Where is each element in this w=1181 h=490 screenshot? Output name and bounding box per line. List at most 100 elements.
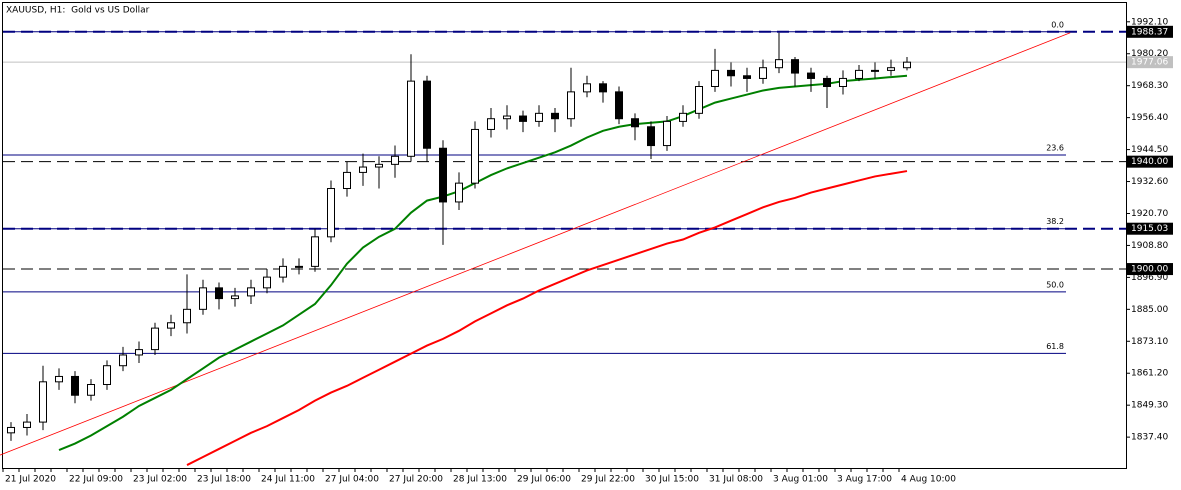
candle-body <box>487 118 495 130</box>
price-tag-label: 1900.00 <box>1131 265 1168 275</box>
candle-body <box>903 61 911 69</box>
candle-body <box>407 80 415 157</box>
fib-label: 61.8 <box>1046 342 1064 351</box>
candle-body <box>887 67 895 71</box>
y-tick-label: 1992.10 <box>1131 17 1168 27</box>
candle-body <box>343 171 351 190</box>
fib-label: 50.0 <box>1046 280 1064 289</box>
candle-body <box>215 287 223 300</box>
x-tick-label: 28 Jul 13:00 <box>453 475 507 485</box>
candle-body <box>871 69 879 72</box>
candle-body <box>359 166 367 173</box>
candle-body <box>39 381 47 423</box>
candle-body <box>791 59 799 74</box>
candle-body <box>263 276 271 289</box>
chart-title: XAUUSD, H1: Gold vs US Dollar <box>6 6 150 16</box>
x-tick-label: 29 Jul 06:00 <box>517 475 571 485</box>
candle-body <box>519 115 527 122</box>
candle-body <box>535 112 543 122</box>
y-tick-label: 1944.50 <box>1131 145 1168 155</box>
candle-body <box>119 354 127 367</box>
fib-label: 23.6 <box>1046 143 1064 152</box>
candle-body <box>327 188 335 238</box>
y-tick-label: 1956.40 <box>1131 113 1168 123</box>
fib-label: 0.0 <box>1051 20 1064 29</box>
candle-body <box>151 327 159 351</box>
x-tick-label: 27 Jul 04:00 <box>325 475 379 485</box>
x-tick-label: 23 Jul 18:00 <box>197 475 251 485</box>
candle-body <box>71 375 79 396</box>
y-tick-label: 1932.60 <box>1131 177 1168 187</box>
candle-body <box>695 85 703 114</box>
candle-body <box>503 115 511 120</box>
candle-body <box>87 384 95 396</box>
candle-body <box>423 80 431 149</box>
y-tick-label: 1908.80 <box>1131 241 1168 251</box>
candle-body <box>55 375 63 383</box>
candle-body <box>311 236 319 267</box>
last-price-tag <box>1127 56 1173 69</box>
candle-body <box>759 67 767 79</box>
candle-body <box>135 349 143 356</box>
candle-body <box>615 91 623 120</box>
candle-body <box>839 77 847 87</box>
candle-body <box>807 72 815 79</box>
x-tick-label: 22 Jul 09:00 <box>69 475 123 485</box>
y-tick-label: 1920.70 <box>1131 209 1168 219</box>
candle-body <box>439 147 447 203</box>
moving-average <box>58 74 908 451</box>
x-tick-label: 23 Jul 02:00 <box>133 475 187 485</box>
candle-body <box>599 83 607 93</box>
price-tag-label: 1988.37 <box>1131 27 1168 37</box>
candle-body <box>247 287 255 297</box>
candle-body <box>455 182 463 203</box>
price-tag <box>1127 25 1173 38</box>
candle-body <box>567 91 575 120</box>
fib-label: 38.2 <box>1046 217 1064 226</box>
x-tick-label: 4 Aug 10:00 <box>901 475 956 485</box>
x-tick-label: 3 Aug 17:00 <box>837 475 892 485</box>
price-tag <box>1127 263 1173 276</box>
x-tick-label: 29 Jul 22:00 <box>581 475 635 485</box>
candle-body <box>167 322 175 329</box>
candle-body <box>103 365 111 386</box>
y-tick-label: 1885.00 <box>1131 305 1168 315</box>
candle-body <box>823 77 831 87</box>
candle-body <box>631 118 639 128</box>
y-tick-label: 1837.40 <box>1131 433 1168 443</box>
candle-body <box>679 112 687 122</box>
candle-body <box>743 75 751 79</box>
x-tick-label: 30 Jul 15:00 <box>645 475 699 485</box>
x-tick-label: 24 Jul 11:00 <box>261 475 315 485</box>
y-tick-label: 1980.20 <box>1131 49 1168 59</box>
y-tick-label: 1896.90 <box>1131 273 1168 283</box>
candle-body <box>855 69 863 79</box>
x-tick-label: 27 Jul 20:00 <box>389 475 443 485</box>
y-tick-label: 1861.20 <box>1131 369 1168 379</box>
candle-body <box>295 265 303 268</box>
candle-body <box>391 155 399 165</box>
price-tag <box>1127 155 1173 168</box>
candle-body <box>551 112 559 120</box>
x-tick-label: 21 Jul 2020 <box>5 475 56 485</box>
candle-body <box>647 126 655 147</box>
price-tag <box>1127 222 1173 235</box>
candle-body <box>23 421 31 428</box>
plot-frame <box>2 2 1127 469</box>
y-tick-label: 1873.10 <box>1131 337 1168 347</box>
candle-body <box>711 69 719 87</box>
candle-body <box>583 83 591 93</box>
candle-body <box>7 426 15 434</box>
x-tick-label: 31 Jul 08:00 <box>709 475 763 485</box>
candle-body <box>775 59 783 69</box>
y-tick-label: 1968.30 <box>1131 81 1168 91</box>
candle-body <box>375 163 383 168</box>
x-tick-label: 3 Aug 01:00 <box>773 475 828 485</box>
candle-body <box>279 265 287 278</box>
candle-body <box>471 128 479 184</box>
candle-body <box>727 69 735 77</box>
candle-body <box>663 120 671 147</box>
candle-body <box>183 308 191 324</box>
price-tag-label: 1940.00 <box>1131 157 1168 167</box>
